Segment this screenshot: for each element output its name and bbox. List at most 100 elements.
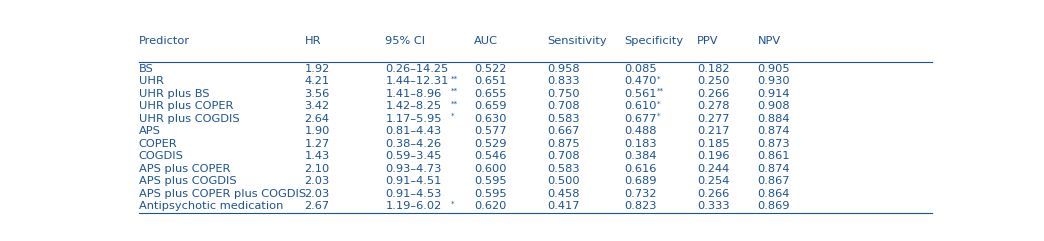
Text: 0.884: 0.884 [758, 114, 790, 124]
Text: APS plus COPER: APS plus COPER [139, 164, 230, 174]
Text: 0.655: 0.655 [474, 89, 507, 99]
Text: 0.266: 0.266 [697, 89, 729, 99]
Text: **: ** [450, 100, 457, 107]
Text: 3.56: 3.56 [305, 89, 330, 99]
Text: *: * [657, 113, 661, 119]
Text: 0.384: 0.384 [624, 151, 657, 161]
Text: 0.651: 0.651 [474, 76, 507, 86]
Text: 0.833: 0.833 [547, 76, 579, 86]
Text: 1.27: 1.27 [305, 139, 330, 149]
Text: 0.522: 0.522 [474, 64, 506, 74]
Text: 2.10: 2.10 [305, 164, 330, 174]
Text: 0.667: 0.667 [547, 126, 579, 136]
Text: Antipsychotic medication: Antipsychotic medication [139, 201, 283, 211]
Text: *: * [450, 201, 454, 207]
Text: 0.185: 0.185 [697, 139, 730, 149]
Text: BS: BS [139, 64, 153, 74]
Text: 0.254: 0.254 [697, 176, 730, 186]
Text: HR: HR [305, 36, 321, 46]
Text: UHR plus BS: UHR plus BS [139, 89, 209, 99]
Text: *: * [450, 113, 454, 119]
Text: 4.21: 4.21 [305, 76, 330, 86]
Text: 0.873: 0.873 [758, 139, 790, 149]
Text: 0.595: 0.595 [474, 176, 507, 186]
Text: 0.277: 0.277 [697, 114, 730, 124]
Text: 1.19–6.02: 1.19–6.02 [385, 201, 442, 211]
Text: 0.278: 0.278 [697, 101, 730, 111]
Text: 1.92: 1.92 [305, 64, 330, 74]
Text: 0.333: 0.333 [697, 201, 730, 211]
Text: Predictor: Predictor [139, 36, 190, 46]
Text: UHR plus COPER: UHR plus COPER [139, 101, 233, 111]
Text: 1.42–8.25: 1.42–8.25 [385, 101, 442, 111]
Text: 0.470: 0.470 [624, 76, 657, 86]
Text: 0.861: 0.861 [758, 151, 790, 161]
Text: 0.244: 0.244 [697, 164, 729, 174]
Text: *: * [657, 75, 661, 81]
Text: 0.823: 0.823 [624, 201, 657, 211]
Text: 0.183: 0.183 [624, 139, 657, 149]
Text: 0.869: 0.869 [758, 201, 790, 211]
Text: 0.905: 0.905 [758, 64, 790, 74]
Text: 0.930: 0.930 [758, 76, 790, 86]
Text: 0.93–4.73: 0.93–4.73 [385, 164, 442, 174]
Text: 2.03: 2.03 [305, 176, 330, 186]
Text: 95% CI: 95% CI [385, 36, 426, 46]
Text: 0.708: 0.708 [547, 101, 579, 111]
Text: 0.914: 0.914 [758, 89, 790, 99]
Text: COPER: COPER [139, 139, 177, 149]
Text: 0.620: 0.620 [474, 201, 506, 211]
Text: 0.875: 0.875 [547, 139, 579, 149]
Text: 0.26–14.25: 0.26–14.25 [385, 64, 449, 74]
Text: 0.91–4.51: 0.91–4.51 [385, 176, 442, 186]
Text: 0.546: 0.546 [474, 151, 506, 161]
Text: 0.867: 0.867 [758, 176, 790, 186]
Text: 0.750: 0.750 [547, 89, 579, 99]
Text: 0.732: 0.732 [624, 189, 657, 199]
Text: 0.500: 0.500 [547, 176, 579, 186]
Text: 0.266: 0.266 [697, 189, 729, 199]
Text: 1.17–5.95: 1.17–5.95 [385, 114, 442, 124]
Text: 0.529: 0.529 [474, 139, 507, 149]
Text: 1.90: 1.90 [305, 126, 330, 136]
Text: 0.217: 0.217 [697, 126, 730, 136]
Text: *: * [657, 100, 661, 107]
Text: Specificity: Specificity [624, 36, 683, 46]
Text: 0.81–4.43: 0.81–4.43 [385, 126, 442, 136]
Text: 0.38–4.26: 0.38–4.26 [385, 139, 442, 149]
Text: 0.610: 0.610 [624, 101, 657, 111]
Text: 0.59–3.45: 0.59–3.45 [385, 151, 442, 161]
Text: 0.600: 0.600 [474, 164, 507, 174]
Text: **: ** [450, 88, 457, 94]
Text: 0.488: 0.488 [624, 126, 657, 136]
Text: 0.958: 0.958 [547, 64, 579, 74]
Text: 1.43: 1.43 [305, 151, 330, 161]
Text: NPV: NPV [758, 36, 781, 46]
Text: 0.583: 0.583 [547, 114, 579, 124]
Text: 0.874: 0.874 [758, 164, 790, 174]
Text: UHR: UHR [139, 76, 164, 86]
Text: **: ** [450, 75, 457, 81]
Text: PPV: PPV [697, 36, 718, 46]
Text: 0.417: 0.417 [547, 201, 579, 211]
Text: UHR plus COGDIS: UHR plus COGDIS [139, 114, 239, 124]
Text: 0.864: 0.864 [758, 189, 790, 199]
Text: 0.708: 0.708 [547, 151, 579, 161]
Text: AUC: AUC [474, 36, 498, 46]
Text: 0.630: 0.630 [474, 114, 507, 124]
Text: 0.196: 0.196 [697, 151, 730, 161]
Text: 0.577: 0.577 [474, 126, 507, 136]
Text: APS: APS [139, 126, 161, 136]
Text: 0.250: 0.250 [697, 76, 730, 86]
Text: 1.44–12.31: 1.44–12.31 [385, 76, 449, 86]
Text: 0.595: 0.595 [474, 189, 507, 199]
Text: 2.67: 2.67 [305, 201, 330, 211]
Text: 0.91–4.53: 0.91–4.53 [385, 189, 442, 199]
Text: APS plus COPER plus COGDIS: APS plus COPER plus COGDIS [139, 189, 306, 199]
Text: 2.03: 2.03 [305, 189, 330, 199]
Text: 0.583: 0.583 [547, 164, 579, 174]
Text: 3.42: 3.42 [305, 101, 330, 111]
Text: 0.677: 0.677 [624, 114, 657, 124]
Text: **: ** [657, 88, 664, 94]
Text: 0.659: 0.659 [474, 101, 507, 111]
